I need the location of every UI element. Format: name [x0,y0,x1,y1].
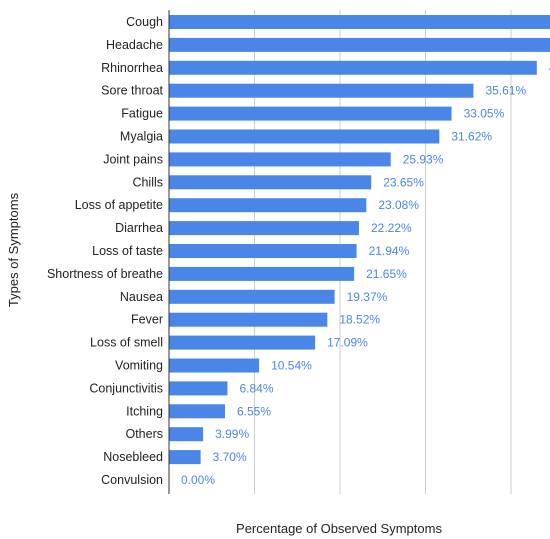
category-label: Nosebleed [103,450,163,464]
value-labels: 54.13%50.14%43.02%35.61%33.05%31.62%25.9… [181,61,550,487]
value-label: 6.55% [237,404,271,418]
bar [169,312,328,327]
value-label: 23.08% [378,198,419,212]
bar [169,289,335,304]
value-label: 6.84% [239,381,273,395]
bar [169,60,537,75]
bar [169,37,550,52]
category-label: Convulsion [101,473,163,487]
value-label: 0.00% [181,473,215,487]
bar [169,198,367,213]
value-label: 21.65% [366,267,407,281]
value-label: 19.37% [347,290,388,304]
category-label: Sore throat [101,84,163,98]
bar [169,335,316,350]
category-label: Headache [106,38,163,52]
category-label: Vomiting [115,359,163,373]
bar [169,404,226,419]
category-label: Loss of taste [92,244,163,258]
category-label: Shortness of breathe [47,267,163,281]
bar [169,175,372,190]
bar [169,83,474,98]
category-label: Fatigue [121,107,163,121]
value-label: 10.54% [271,359,312,373]
category-label: Diarrhea [115,221,163,235]
category-label: Loss of appetite [75,198,163,212]
value-label: 25.93% [403,152,444,166]
category-label: Chills [132,175,163,189]
bar [169,129,440,144]
bar [169,358,260,373]
value-label: 17.09% [327,336,368,350]
value-label: 18.52% [339,313,380,327]
category-label: Nausea [120,290,163,304]
bar [169,244,357,258]
category-label: Fever [131,313,163,327]
bar [169,152,391,167]
bar [169,221,359,236]
value-label: 22.22% [371,221,412,235]
category-label: Rhinorrhea [101,61,163,75]
value-label: 23.65% [383,175,424,189]
category-label: Itching [126,404,163,418]
category-label: Loss of smell [90,336,163,350]
x-axis-title: Percentage of Observed Symptoms [236,521,442,536]
category-labels: Cough Headache Rhinorrhea Sore throat Fatigu… [47,15,164,487]
y-axis-title: Types of Symptoms [6,192,21,307]
bar [169,450,201,465]
value-label: 21.94% [369,244,410,258]
category-label: Conjunctivitis [89,381,163,395]
category-label: Joint pains [103,152,163,166]
bar [169,427,204,442]
category-label: Others [125,427,163,441]
bar [169,266,355,281]
value-label: 3.70% [213,450,247,464]
bar [169,106,452,121]
value-label: 33.05% [464,107,505,121]
value-label: 35.61% [485,84,526,98]
value-label: 43.02% [549,61,550,75]
bar [169,381,228,396]
value-label: 31.62% [451,130,492,144]
category-label: Myalgia [120,130,163,144]
value-label: 3.99% [215,427,249,441]
bar [169,15,550,29]
category-label: Cough [126,15,163,29]
bars [169,15,550,465]
